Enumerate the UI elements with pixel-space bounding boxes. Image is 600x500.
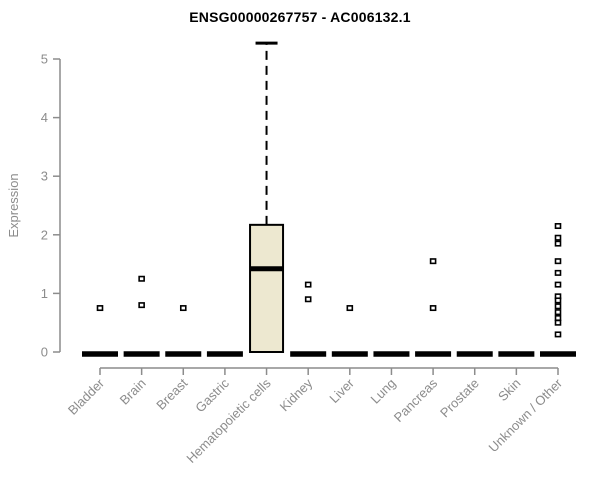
outlier-point [304,296,312,303]
outlier-point [304,281,312,288]
y-tick-label: 1 [41,286,48,301]
outlier-point [554,258,562,265]
x-tick-label: Liver [326,375,357,406]
outlier-point [346,305,354,312]
outlier-point [429,305,437,312]
x-tick-label: Prostate [437,376,482,421]
y-tick-label: 4 [41,110,48,125]
box-iqr [249,223,285,353]
chart-title: ENSG00000267757 - AC006132.1 [189,9,411,25]
outlier-point [554,223,562,230]
outlier-point [554,331,562,338]
x-tick-label: Gastric [192,375,232,415]
y-axis-title: Expression [6,173,21,237]
y-tick-label: 0 [41,345,48,360]
x-tick-label: Breast [153,375,190,412]
x-tick-label: Unknown / Other [486,375,566,455]
outlier-point [554,319,562,326]
x-tick-label: Kidney [277,375,316,414]
y-tick-label: 5 [41,52,48,67]
x-tick-label: Bladder [65,375,108,418]
outlier-point [179,305,187,312]
outlier-point [554,281,562,288]
outlier-point [554,240,562,247]
outlier-point [96,305,104,312]
y-tick-label: 3 [41,169,48,184]
x-tick-label: Lung [368,376,399,407]
outlier-point [554,234,562,241]
outlier-point [554,303,562,310]
y-tick-label: 2 [41,227,48,242]
outlier-point [138,302,145,309]
outlier-point [554,297,562,304]
outlier-point [554,269,562,276]
x-tick-label: Pancreas [391,375,441,425]
x-tick-label: Brain [117,376,149,408]
outlier-point [138,275,145,282]
outlier-point [554,309,562,316]
outlier-point [429,258,437,265]
x-tick-label: Skin [495,376,523,404]
outlier-point [554,315,562,322]
